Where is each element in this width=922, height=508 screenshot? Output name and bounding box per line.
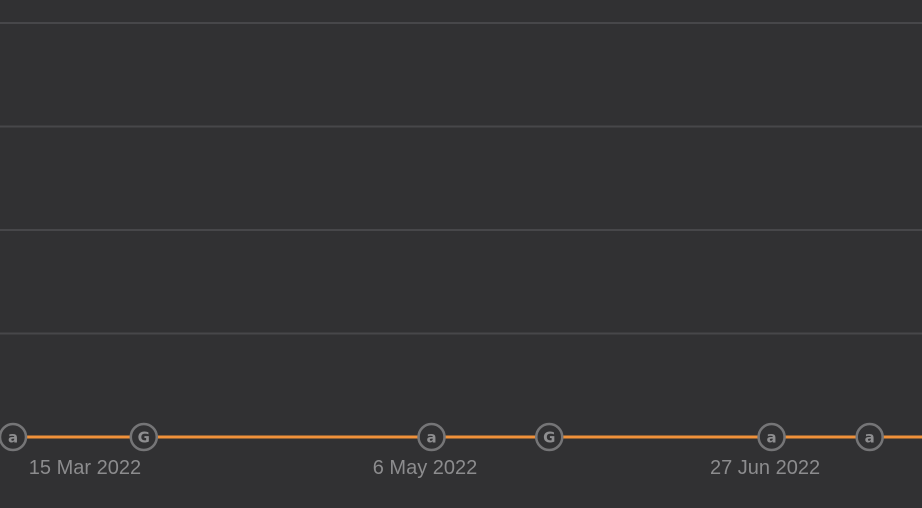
x-tick-label: 15 Mar 2022 [29, 457, 141, 479]
annotation-marker[interactable]: G [129, 422, 159, 452]
annotation-marker[interactable]: a [855, 422, 884, 452]
gridlines [0, 22, 922, 335]
x-axis-ticks: 15 Mar 2022 6 May 2022 27 Jun 2022 [29, 457, 820, 479]
annotation-marker-glyph: a [426, 429, 436, 447]
annotation-marker-circle [417, 422, 446, 452]
x-tick-label: 27 Jun 2022 [710, 457, 820, 479]
annotation-marker-circle [757, 422, 786, 452]
annotation-marker-circle [855, 422, 884, 452]
annotation-marker-glyph: a [865, 429, 875, 447]
annotation-marker-circle [129, 422, 159, 452]
annotation-marker[interactable]: a [0, 422, 28, 452]
annotation-marker-glyph: G [138, 429, 150, 447]
annotation-marker[interactable]: a [757, 422, 786, 452]
annotation-marker-circle [0, 422, 28, 452]
annotation-marker-glyph: G [543, 429, 555, 447]
x-tick-label: 6 May 2022 [373, 457, 478, 479]
annotation-marker-glyph: a [767, 429, 777, 447]
annotation-marker[interactable]: a [417, 422, 446, 452]
annotation-marker[interactable]: G [534, 422, 564, 452]
annotation-marker-circle [534, 422, 564, 452]
annotation-marker-glyph: a [8, 429, 18, 447]
